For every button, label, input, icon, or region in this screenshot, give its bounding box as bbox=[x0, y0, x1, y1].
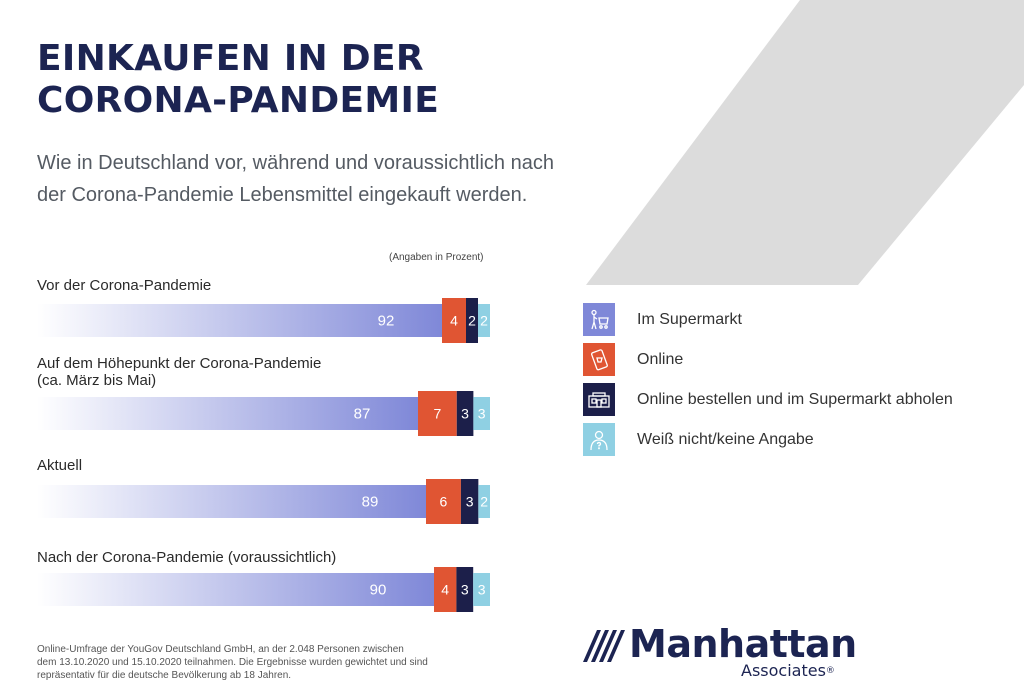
logo-subtitle: Associates® bbox=[741, 662, 835, 680]
bar-segment-person-question bbox=[478, 485, 490, 518]
footnote-line-2: dem 13.10.2020 und 15.10.2020 teilnahmen… bbox=[37, 657, 428, 668]
logo-stripes-icon bbox=[583, 630, 625, 662]
stacked-bar-chart: 92 4 2 287 7 3 389 6 3 290 4 3 3 bbox=[37, 298, 490, 612]
legend-label: Im Supermarkt bbox=[637, 310, 742, 328]
page-title: EINKAUFEN IN DER CORONA-PANDEMIE bbox=[37, 38, 439, 122]
data-label-supermarkt: 90 bbox=[370, 582, 387, 599]
unit-note: (Angaben in Prozent) bbox=[389, 252, 484, 263]
data-label-store-pickup: 3 bbox=[461, 406, 469, 422]
shopping-cart-icon bbox=[583, 303, 615, 336]
bar-segment-smartphone-shopping bbox=[434, 567, 457, 612]
subtitle-line-1: Wie in Deutschland vor, während und vora… bbox=[37, 152, 554, 174]
data-label-store-pickup: 3 bbox=[461, 582, 469, 598]
bar-segment-person-question bbox=[478, 304, 490, 337]
bar-segment-supermarkt bbox=[37, 573, 434, 606]
data-label-smartphone-shopping: 7 bbox=[433, 406, 441, 422]
category-label-0: Vor der Corona-Pandemie bbox=[37, 277, 211, 294]
legend-label: Weiß nicht/keine Angabe bbox=[637, 430, 814, 448]
data-label-store-pickup: 2 bbox=[468, 313, 476, 329]
data-label-person-question: 3 bbox=[478, 406, 486, 422]
logo-name: Manhattan bbox=[629, 622, 857, 666]
bar-segment-smartphone-shopping bbox=[418, 391, 457, 436]
legend-item-smartphone-shopping: Online bbox=[583, 343, 953, 376]
footnote-line-3: repräsentativ für die deutsche Bevölkeru… bbox=[37, 670, 292, 680]
bar-segment-store-pickup bbox=[456, 391, 474, 436]
legend-label: Online bbox=[637, 350, 684, 368]
legend-item-person-question: Weiß nicht/keine Angabe bbox=[583, 423, 953, 456]
logo-registered-mark: ® bbox=[825, 666, 835, 676]
data-label-store-pickup: 3 bbox=[466, 494, 474, 510]
category-label-1: Auf dem Höhepunkt der Corona-Pandemie (ca… bbox=[37, 355, 321, 389]
bar-segment-store-pickup bbox=[466, 298, 478, 343]
person-question-icon bbox=[583, 423, 615, 456]
title-line-2: CORONA-PANDEMIE bbox=[37, 80, 440, 121]
category-label-line: Aktuell bbox=[37, 457, 83, 474]
bar-segment-smartphone-shopping bbox=[442, 298, 466, 343]
bar-segment-supermarkt bbox=[37, 304, 442, 337]
data-label-person-question: 2 bbox=[480, 313, 488, 329]
data-label-smartphone-shopping: 4 bbox=[450, 313, 458, 329]
category-label-line: Nach der Corona-Pandemie (voraussichtlic… bbox=[37, 549, 337, 566]
data-label-supermarkt: 87 bbox=[354, 406, 371, 423]
bar-segment-person-question bbox=[473, 397, 490, 430]
legend-label: Online bestellen und im Supermarkt abhol… bbox=[637, 390, 953, 408]
survey-footnote: Online-Umfrage der YouGov Deutschland Gm… bbox=[37, 643, 497, 680]
title-line-1: EINKAUFEN IN DER bbox=[37, 38, 424, 79]
data-label-supermarkt: 92 bbox=[378, 313, 395, 330]
category-label-line: Vor der Corona-Pandemie bbox=[37, 277, 212, 294]
bar-segment-supermarkt bbox=[37, 485, 426, 518]
data-label-supermarkt: 89 bbox=[362, 494, 379, 511]
data-label-smartphone-shopping: 4 bbox=[441, 582, 449, 598]
footnote-line-1: Online-Umfrage der YouGov Deutschland Gm… bbox=[37, 644, 404, 655]
bar-segment-supermarkt bbox=[37, 397, 418, 430]
bar-segment-store-pickup bbox=[460, 479, 479, 524]
data-label-person-question: 3 bbox=[478, 582, 486, 598]
smartphone-shopping-icon bbox=[583, 343, 615, 376]
category-label-3: Nach der Corona-Pandemie (voraussichtlic… bbox=[37, 549, 336, 566]
bar-segment-smartphone-shopping bbox=[426, 479, 461, 524]
subtitle-line-2: der Corona-Pandemie Lebensmittel eingeka… bbox=[37, 184, 528, 206]
bar-segment-person-question bbox=[473, 573, 490, 606]
store-pickup-icon bbox=[583, 383, 615, 416]
legend-item-shopping-cart: Im Supermarkt bbox=[583, 303, 953, 336]
data-label-smartphone-shopping: 6 bbox=[440, 494, 448, 510]
page-subtitle: Wie in Deutschland vor, während und vora… bbox=[37, 147, 617, 211]
manhattan-associates-logo: Manhattan Associates® bbox=[583, 622, 863, 680]
logo-sub-text: Associates bbox=[741, 661, 826, 680]
category-label-line: Auf dem Höhepunkt der Corona-Pandemie bbox=[37, 355, 322, 372]
category-label-line: (ca. März bis Mai) bbox=[37, 372, 157, 389]
chart-legend: Im Supermarkt Online Online bestellen und … bbox=[583, 303, 953, 463]
bar-segment-store-pickup bbox=[456, 567, 474, 612]
legend-item-store-pickup: Online bestellen und im Supermarkt abhol… bbox=[583, 383, 953, 416]
data-label-person-question: 2 bbox=[480, 494, 488, 510]
category-label-2: Aktuell bbox=[37, 457, 82, 474]
